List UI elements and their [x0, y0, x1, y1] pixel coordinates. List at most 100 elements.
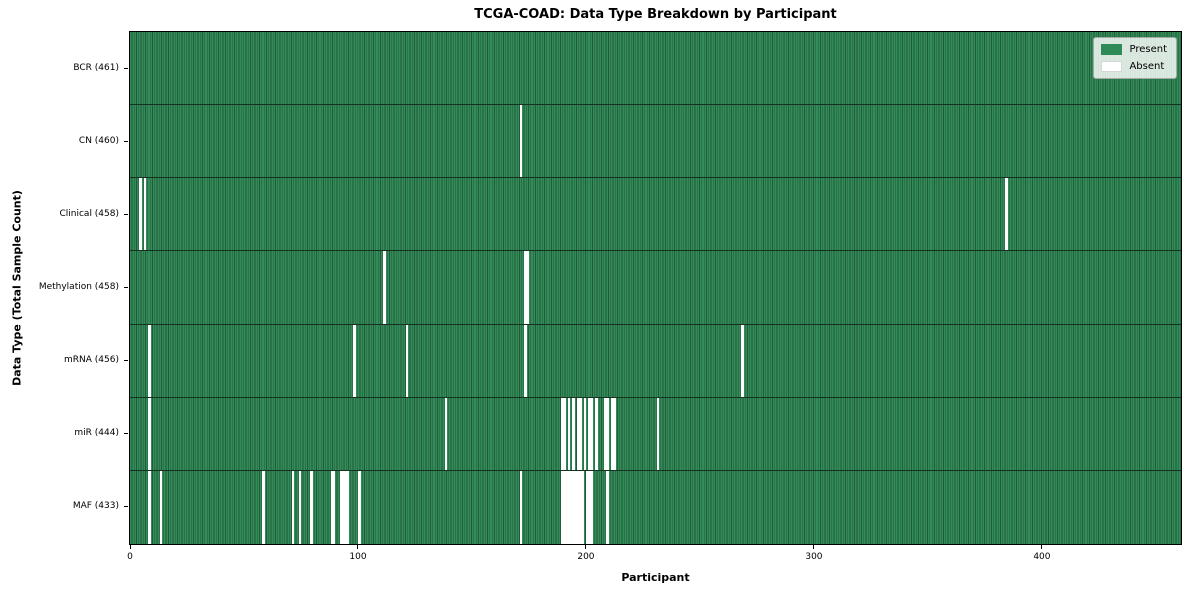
- absent-stripe: [590, 470, 594, 544]
- y-tick-mark: [124, 360, 128, 362]
- x-tick-mark: [813, 545, 815, 549]
- absent-stripe: [383, 251, 386, 324]
- absent-stripe: [565, 470, 569, 544]
- absent-stripe: [1005, 178, 1009, 251]
- absent-stripe: [139, 178, 142, 251]
- y-tick-label: miR (444): [74, 428, 119, 439]
- absent-stripe: [572, 397, 575, 470]
- legend-entry-present: Present: [1101, 44, 1167, 55]
- absent-stripe: [353, 324, 357, 397]
- absent-stripe: [143, 178, 147, 251]
- plot-area: Present Absent: [129, 31, 1182, 545]
- absent-stripe: [581, 470, 584, 544]
- x-tick-label: 200: [577, 552, 595, 562]
- chart-title: TCGA-COAD: Data Type Breakdown by Partic…: [474, 7, 837, 22]
- y-tick-label: Methylation (458): [38, 282, 119, 292]
- absent-stripe: [567, 470, 571, 544]
- absent-stripe: [262, 470, 265, 544]
- heatmap-row-mRNA: [130, 324, 1181, 398]
- x-tick-mark: [1041, 545, 1043, 549]
- absent-stripe: [595, 397, 598, 470]
- y-tick-mark: [124, 433, 128, 435]
- x-tick-label: 100: [349, 552, 367, 562]
- absent-stripe: [339, 470, 343, 544]
- absent-stripe: [560, 397, 564, 470]
- x-axis: 0 100 200 300 400: [127, 545, 1181, 575]
- absent-stripe: [524, 324, 527, 397]
- absent-stripe: [574, 470, 578, 544]
- absent-stripe: [344, 470, 347, 544]
- absent-stripe: [444, 397, 448, 470]
- y-tick-label: BCR (461): [73, 62, 119, 73]
- x-tick-mark: [585, 545, 587, 549]
- heatmap-row-CN: [130, 105, 1181, 179]
- y-tick-mark: [124, 506, 128, 508]
- heatmap-row-miR: [130, 397, 1181, 471]
- absent-stripe: [405, 324, 409, 397]
- absent-stripe: [576, 397, 580, 470]
- y-tick-label: mRNA (456): [64, 355, 119, 366]
- legend-entry-absent: Absent: [1101, 61, 1167, 72]
- absent-stripe: [606, 397, 610, 470]
- x-tick-label: 400: [1033, 552, 1051, 562]
- absent-stripe: [560, 470, 564, 544]
- absent-stripe: [585, 470, 589, 544]
- heatmap-rows: [130, 32, 1181, 544]
- absent-stripe: [656, 397, 660, 470]
- y-tick-label: Clinical (458): [59, 208, 119, 219]
- absent-stripe: [148, 397, 151, 470]
- absent-stripe: [588, 397, 591, 470]
- heatmap-row-MAF: [130, 470, 1181, 544]
- absent-stripe: [342, 470, 345, 544]
- absent-stripe: [298, 470, 302, 544]
- absent-stripe: [606, 470, 610, 544]
- x-axis-label: Participant: [621, 571, 690, 584]
- x-tick-label: 300: [805, 552, 823, 562]
- absent-stripe: [310, 470, 313, 544]
- absent-stripe: [291, 470, 295, 544]
- y-tick-label: CN (460): [78, 135, 119, 146]
- absent-stripe: [159, 470, 163, 544]
- absent-stripe: [583, 397, 587, 470]
- y-tick-mark: [124, 213, 128, 215]
- legend-label-absent: Absent: [1129, 61, 1165, 72]
- absent-stripe: [740, 324, 744, 397]
- absent-stripe: [590, 397, 594, 470]
- absent-stripe: [572, 470, 575, 544]
- absent-swatch-icon: [1101, 61, 1123, 72]
- legend: Present Absent: [1093, 37, 1177, 79]
- absent-stripe: [567, 397, 571, 470]
- absent-stripe: [613, 397, 616, 470]
- legend-label-present: Present: [1129, 44, 1167, 55]
- heatmap-row-Clinical: [130, 178, 1181, 252]
- present-swatch-icon: [1101, 44, 1123, 55]
- absent-stripe: [563, 397, 566, 470]
- heatmap-row-Methylation: [130, 251, 1181, 325]
- absent-stripe: [579, 470, 582, 544]
- heatmap-row-BCR: [130, 32, 1181, 106]
- y-tick-label: MAF (433): [72, 501, 119, 512]
- absent-stripe: [519, 470, 523, 544]
- absent-stripe: [563, 470, 566, 544]
- absent-stripe: [357, 470, 361, 544]
- x-tick-label: 0: [127, 552, 133, 562]
- absent-stripe: [604, 397, 607, 470]
- absent-stripe: [519, 105, 523, 178]
- absent-stripe: [148, 324, 151, 397]
- absent-stripe: [579, 397, 582, 470]
- absent-stripe: [576, 470, 580, 544]
- absent-stripe: [526, 251, 530, 324]
- absent-stripe: [570, 470, 573, 544]
- absent-stripe: [611, 397, 614, 470]
- y-tick-mark: [124, 67, 128, 69]
- absent-stripe: [588, 470, 591, 544]
- absent-stripe: [524, 251, 527, 324]
- absent-stripe: [148, 470, 151, 544]
- x-tick-mark: [129, 545, 131, 549]
- y-tick-mark: [124, 287, 128, 288]
- absent-stripe: [346, 470, 350, 544]
- absent-stripe: [332, 470, 336, 544]
- x-tick-mark: [357, 545, 359, 549]
- y-axis: BCR (461) CN (460) Clinical (458) Methylati…: [0, 31, 129, 545]
